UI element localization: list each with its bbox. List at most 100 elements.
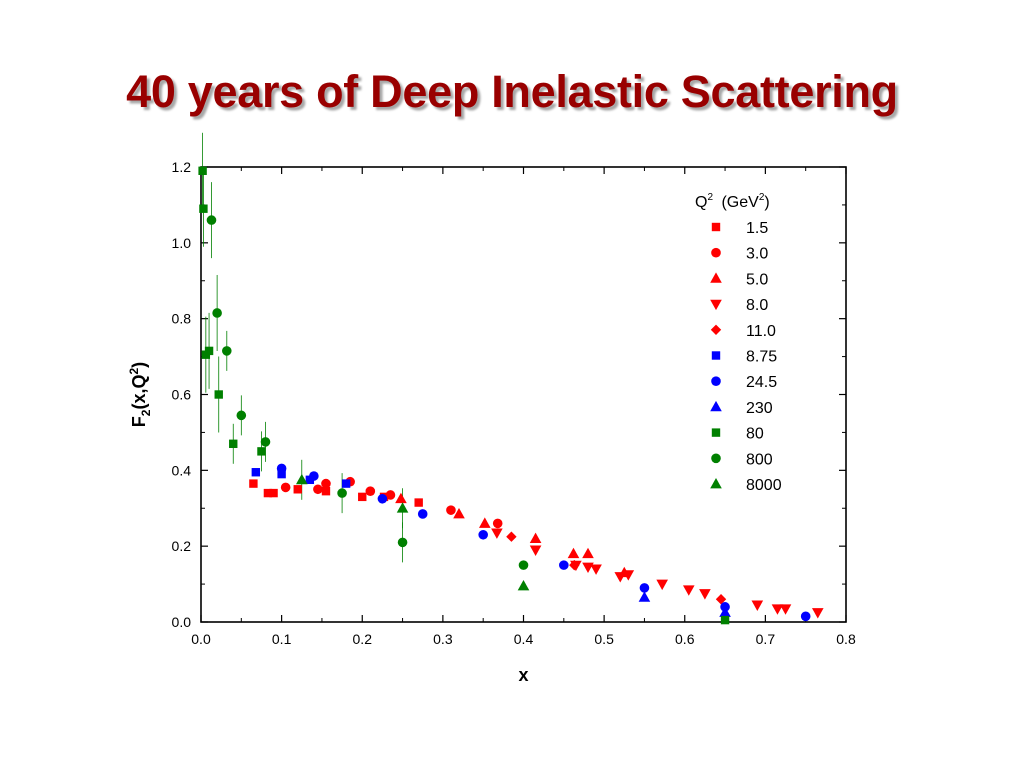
data-point: [206, 215, 217, 225]
data-point: [396, 502, 409, 513]
data-point: [249, 479, 258, 488]
x-tick-label: 0.7: [756, 631, 776, 647]
slide-title: 40 years of Deep Inelastic Scattering: [126, 66, 898, 117]
data-point: [529, 532, 542, 543]
legend-label: 230: [746, 400, 773, 417]
data-point: [800, 611, 811, 622]
y-axis-label-part: (x,Q: [129, 374, 149, 409]
data-point: [295, 473, 308, 485]
x-tick-label: 0.0: [191, 631, 211, 647]
series-24.5: [276, 463, 811, 622]
data-point: [214, 390, 223, 399]
legend-marker: [711, 376, 721, 387]
data-point: [414, 498, 423, 507]
x-tick-label: 0.5: [594, 631, 614, 647]
x-tick-label: 0.3: [433, 631, 453, 647]
data-point: [569, 559, 580, 571]
legend-title-part: Q: [695, 194, 707, 211]
data-point: [491, 528, 503, 539]
x-tick-label: 0.2: [353, 631, 373, 647]
series-8.75: [251, 468, 351, 488]
legend-title-part: 2: [707, 192, 713, 203]
data-point: [682, 585, 695, 596]
legend-marker: [711, 247, 721, 258]
y-tick-label: 0.2: [172, 538, 192, 554]
data-point: [582, 547, 594, 559]
series-800: [206, 215, 529, 570]
data-point: [478, 529, 488, 540]
legend-title: Q2 (GeV2): [695, 192, 770, 211]
legend-marker: [710, 324, 722, 335]
data-point: [656, 579, 668, 591]
data-point: [269, 488, 278, 498]
y-axis-label: F2(x,Q2): [127, 362, 153, 427]
data-point: [811, 608, 824, 619]
data-point: [313, 484, 323, 495]
series-80: [198, 166, 730, 625]
data-point: [395, 492, 407, 504]
series-11.0: [506, 531, 727, 605]
data-point: [699, 589, 711, 600]
data-point: [365, 486, 376, 496]
data-point: [263, 488, 273, 498]
legend-marker: [710, 400, 722, 412]
data-point: [276, 463, 287, 474]
legend-marker: [710, 478, 722, 489]
data-point: [719, 606, 731, 617]
data-point: [385, 490, 396, 500]
legend-title-part: [713, 194, 717, 211]
x-tick-label: 0.6: [675, 631, 695, 647]
data-point: [638, 591, 651, 602]
data-point: [715, 594, 727, 605]
data-point: [199, 204, 208, 213]
legend-marker: [711, 222, 721, 232]
y-axis-label-part: ): [129, 362, 149, 368]
data-point: [236, 410, 247, 421]
x-axis-label: x: [518, 665, 528, 685]
data-point: [479, 517, 491, 528]
data-point: [222, 346, 232, 356]
legend-label: 8.0: [746, 297, 768, 314]
y-tick-label: 1.2: [172, 159, 192, 175]
x-tick-label: 0.8: [836, 631, 856, 647]
data-point: [751, 600, 764, 611]
data-point: [358, 492, 367, 502]
data-point: [517, 579, 530, 591]
legend-label: 800: [746, 451, 773, 468]
data-point: [293, 485, 302, 494]
data-point: [518, 560, 529, 570]
data-point: [614, 572, 627, 583]
series-8000: [295, 473, 530, 591]
data-point: [771, 604, 784, 615]
data-point: [260, 437, 271, 447]
data-point: [257, 447, 266, 456]
legend-label: 5.0: [746, 271, 768, 288]
data-point: [377, 493, 388, 504]
legend-title-part: (GeV: [721, 194, 759, 211]
data-point: [198, 166, 207, 175]
data-point: [506, 531, 517, 542]
data-point: [590, 564, 602, 575]
y-tick-label: 1.0: [172, 235, 192, 251]
data-point: [321, 478, 331, 489]
y-axis-label-part: F: [129, 416, 149, 427]
legend-label: 3.0: [746, 246, 768, 263]
data-point: [567, 547, 580, 559]
legend-marker: [711, 428, 721, 437]
data-point: [559, 560, 569, 570]
data-point: [337, 488, 347, 498]
legend-marker: [710, 272, 722, 283]
y-axis-label-part: 2: [139, 409, 153, 416]
legend-label: 8.75: [746, 349, 777, 366]
data-point: [622, 570, 635, 581]
data-point: [582, 562, 594, 574]
data-point: [492, 518, 503, 529]
series-8.0: [491, 528, 824, 619]
y-tick-label: 0.4: [172, 462, 192, 478]
data-point: [305, 475, 315, 485]
y-tick-label: 0.0: [172, 614, 192, 630]
x-tick-label: 0.1: [272, 631, 292, 647]
data-point: [341, 479, 351, 488]
y-tick-label: 0.8: [172, 311, 192, 327]
